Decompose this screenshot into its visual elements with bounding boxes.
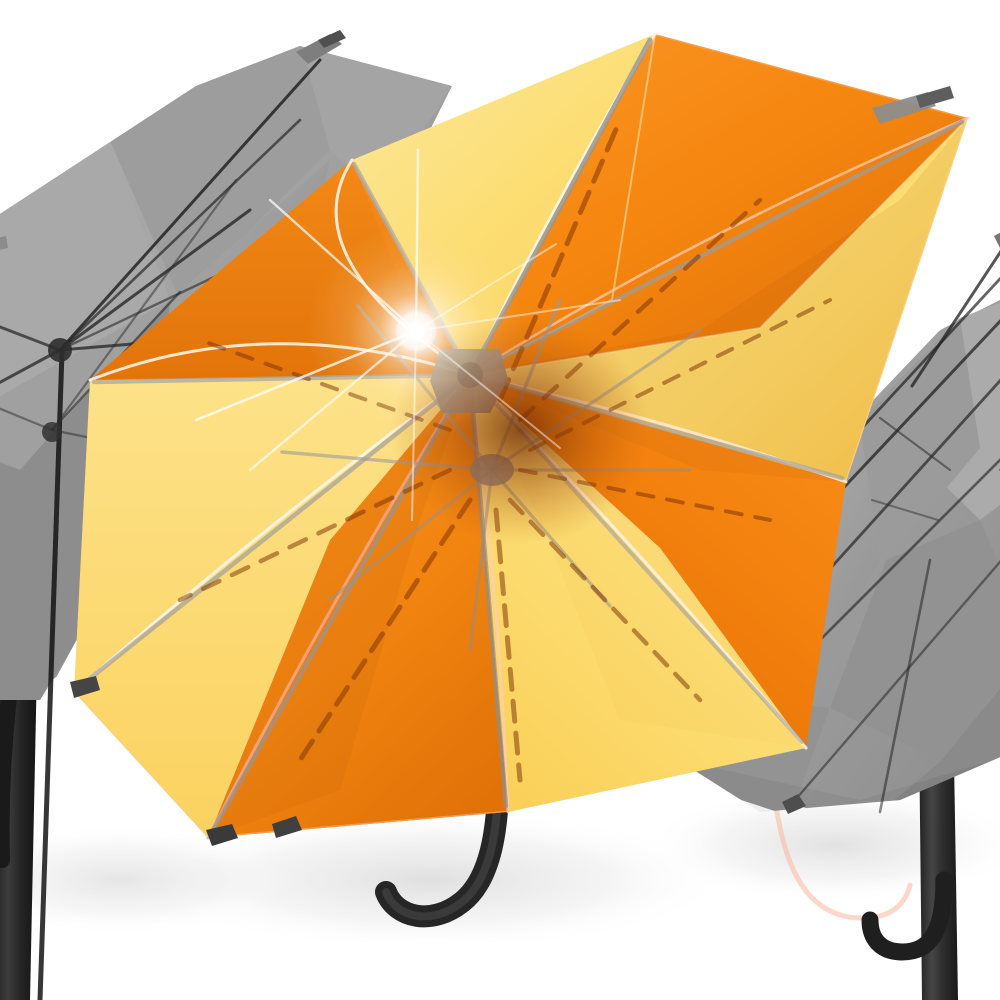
- umbrella-center[interactable]: [70, 32, 970, 928]
- panel-1: [470, 34, 968, 375]
- center-umbrella-rib-tips: [70, 86, 954, 846]
- panel-3: [470, 375, 846, 748]
- panel-6: [74, 375, 470, 838]
- specular-flare: [194, 148, 621, 521]
